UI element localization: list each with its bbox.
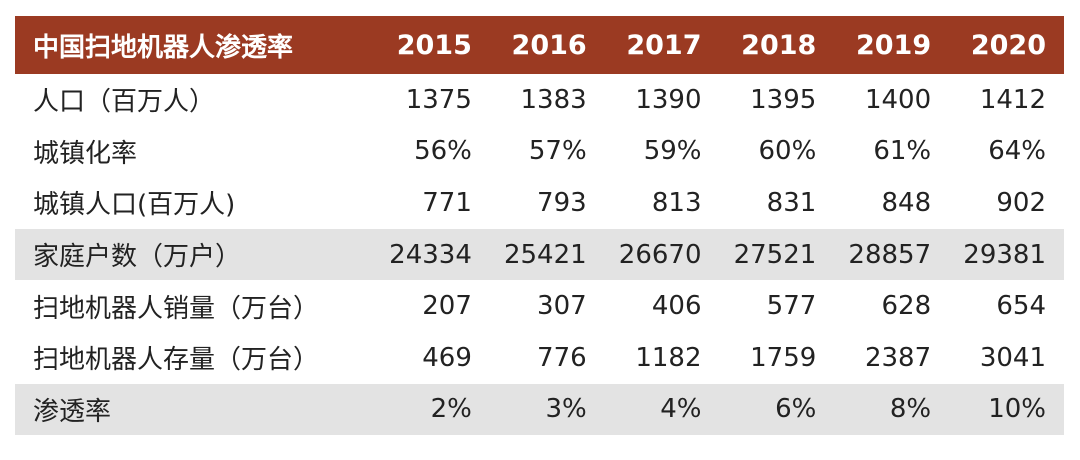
table-row: 家庭户数（万户） 24334 25421 26670 27521 28857 29381 (15, 228, 1064, 281)
table-cell: 61% (873, 136, 932, 167)
table-body: 人口（百万人） 1375 1383 1390 1395 1400 1412 城镇化率 56% 57… (15, 74, 1064, 436)
table-header: 中国扫地机器人渗透率 2015 2016 2017 2018 2019 2020 (15, 16, 1064, 74)
table-cell: 8% (834, 383, 950, 436)
row-label: 城镇化率 (33, 138, 138, 169)
table-cell: 26670 (604, 228, 720, 281)
table-cell: 831 (766, 187, 817, 218)
header-row: 中国扫地机器人渗透率 2015 2016 2017 2018 2019 2020 (15, 16, 1064, 74)
penetration-table: 中国扫地机器人渗透率 2015 2016 2017 2018 2019 2020… (15, 16, 1064, 436)
table-cell: 902 (996, 187, 1046, 218)
table-cell: 25421 (489, 228, 605, 281)
table-row: 城镇人口(百万人) 771 793 813 831 848 902 (15, 177, 1064, 229)
table-cell: 771 (422, 187, 472, 218)
row-label: 城镇人口(百万人) (33, 190, 236, 221)
table-cell: 1375 (405, 84, 472, 115)
table-cell: 654 (996, 291, 1046, 322)
row-label: 人口（百万人） (33, 87, 216, 118)
column-header-2017: 2017 (604, 16, 720, 74)
table-cell: 776 (537, 342, 587, 373)
table-cell: 577 (766, 291, 817, 322)
table-row: 扫地机器人存量（万台） 469 776 1182 1759 2387 3041 (15, 332, 1064, 384)
table-cell: 1383 (520, 84, 587, 115)
table-cell: 406 (651, 291, 702, 322)
table-row: 城镇化率 56% 57% 59% 60% 61% 64% (15, 126, 1064, 178)
table-cell: 1182 (635, 342, 702, 373)
table-cell: 4% (604, 383, 720, 436)
table-row: 扫地机器人销量（万台） 207 307 406 577 628 654 (15, 280, 1064, 332)
table-cell: 207 (422, 291, 472, 322)
table-cell: 1395 (750, 84, 817, 115)
table-cell: 6% (719, 383, 835, 436)
table-cell: 1400 (864, 84, 932, 115)
table-cell: 60% (758, 136, 817, 167)
table-cell: 3% (489, 383, 605, 436)
row-label: 扫地机器人存量（万台） (33, 345, 320, 376)
table-cell: 59% (643, 136, 702, 167)
table-cell: 469 (422, 342, 472, 373)
table-row: 人口（百万人） 1375 1383 1390 1395 1400 1412 (15, 74, 1064, 126)
table-cell: 29381 (949, 228, 1064, 281)
table-cell: 848 (881, 187, 932, 218)
table-cell: 64% (988, 136, 1046, 167)
table-cell: 793 (537, 187, 587, 218)
penetration-table-container: 中国扫地机器人渗透率 2015 2016 2017 2018 2019 2020… (15, 16, 1064, 436)
row-label: 家庭户数（万户） (15, 228, 376, 281)
table-cell: 10% (949, 383, 1064, 436)
table-cell: 24334 (375, 228, 490, 281)
column-header-2019: 2019 (834, 16, 950, 74)
table-cell: 28857 (834, 228, 950, 281)
table-row: 渗透率 2% 3% 4% 6% 8% 10% (15, 383, 1064, 436)
table-cell: 27521 (719, 228, 835, 281)
column-header-2015: 2015 (375, 16, 490, 74)
table-cell: 2% (375, 383, 490, 436)
column-header-2020: 2020 (949, 16, 1064, 74)
table-title: 中国扫地机器人渗透率 (15, 16, 376, 74)
table-cell: 628 (881, 291, 932, 322)
table-cell: 2387 (864, 342, 932, 373)
table-cell: 57% (528, 136, 587, 167)
table-cell: 813 (651, 187, 702, 218)
table-cell: 3041 (979, 342, 1046, 373)
row-label: 渗透率 (15, 383, 376, 436)
column-header-2016: 2016 (489, 16, 605, 74)
table-cell: 56% (414, 136, 472, 167)
table-cell: 1759 (750, 342, 817, 373)
table-cell: 1390 (635, 84, 702, 115)
column-header-2018: 2018 (719, 16, 835, 74)
table-cell: 307 (537, 291, 587, 322)
row-label: 扫地机器人销量（万台） (33, 293, 320, 324)
table-cell: 1412 (979, 84, 1046, 115)
